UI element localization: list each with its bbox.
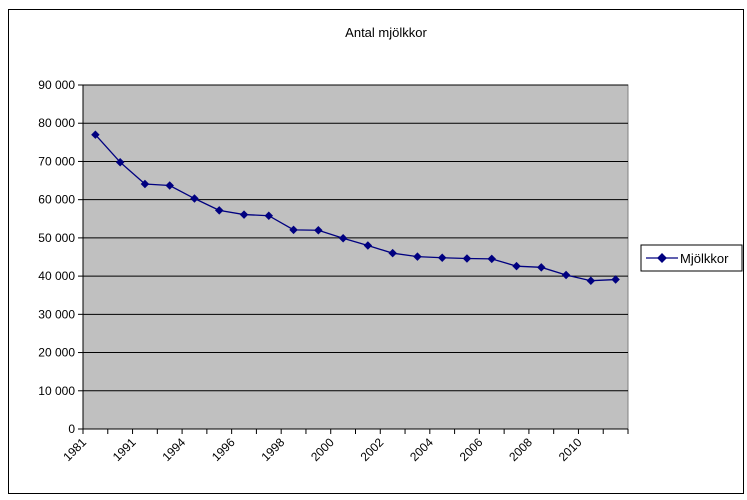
y-tick-label: 10 000 xyxy=(38,384,75,398)
data-point xyxy=(165,181,174,190)
data-point xyxy=(115,157,125,167)
x-tick-label: 2008 xyxy=(506,435,535,464)
data-point xyxy=(289,225,298,235)
data-point xyxy=(314,226,323,235)
x-tick-label: 1991 xyxy=(110,435,139,464)
x-tick-label: 1994 xyxy=(159,435,188,464)
y-tick-label: 40 000 xyxy=(38,269,75,283)
chart-frame: Antal mjölkkor 0 10 000 20 000 30 000 40 000… xyxy=(8,9,744,494)
x-tick-label: 1998 xyxy=(259,435,288,464)
data-point xyxy=(388,248,397,258)
line-chart: Antal mjölkkor 0 10 000 20 000 30 000 40 000… xyxy=(38,25,743,464)
data-point xyxy=(190,194,199,203)
data-point xyxy=(413,252,422,261)
data-point xyxy=(561,270,571,280)
x-tick-label: 1996 xyxy=(209,435,238,464)
data-point xyxy=(239,210,249,219)
y-tick-label: 30 000 xyxy=(38,307,75,321)
series-line-mjolkkor xyxy=(94,134,616,282)
plot-area xyxy=(82,84,629,430)
data-point xyxy=(537,263,546,272)
data-point xyxy=(264,211,274,220)
x-tick-label: 2004 xyxy=(407,435,436,464)
chart-title: Antal mjölkkor xyxy=(345,25,427,40)
x-tick-label: 1981 xyxy=(60,435,89,464)
data-point xyxy=(487,254,496,264)
x-tick-label: 2006 xyxy=(457,435,486,464)
data-point xyxy=(462,254,472,263)
data-point xyxy=(140,179,150,189)
legend-marker xyxy=(657,253,667,263)
y-tick-label: 60 000 xyxy=(38,193,75,207)
y-tick-label: 80 000 xyxy=(38,116,75,130)
y-tick-label: 50 000 xyxy=(38,231,75,245)
data-point xyxy=(437,253,447,263)
x-tick-label: 2000 xyxy=(308,435,337,464)
x-tick-label: 2010 xyxy=(556,435,585,464)
data-point xyxy=(611,275,620,284)
legend-label: Mjölkkor xyxy=(680,251,729,266)
data-point xyxy=(91,130,100,139)
legend: Mjölkkor xyxy=(640,244,743,272)
y-tick-label: 70 000 xyxy=(38,154,75,168)
data-point xyxy=(338,234,348,243)
data-point xyxy=(512,261,521,271)
data-point xyxy=(363,241,373,250)
x-tick-label: 2002 xyxy=(358,435,387,464)
y-tick-label: 0 xyxy=(68,422,75,436)
data-point xyxy=(586,276,596,285)
y-tick-label: 20 000 xyxy=(38,346,75,360)
y-tick-label: 90 000 xyxy=(38,78,75,92)
